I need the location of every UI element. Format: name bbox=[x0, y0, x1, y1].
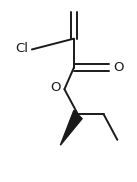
Polygon shape bbox=[60, 110, 82, 145]
Text: Cl: Cl bbox=[15, 42, 28, 55]
Text: O: O bbox=[50, 81, 60, 94]
Text: O: O bbox=[113, 61, 124, 74]
